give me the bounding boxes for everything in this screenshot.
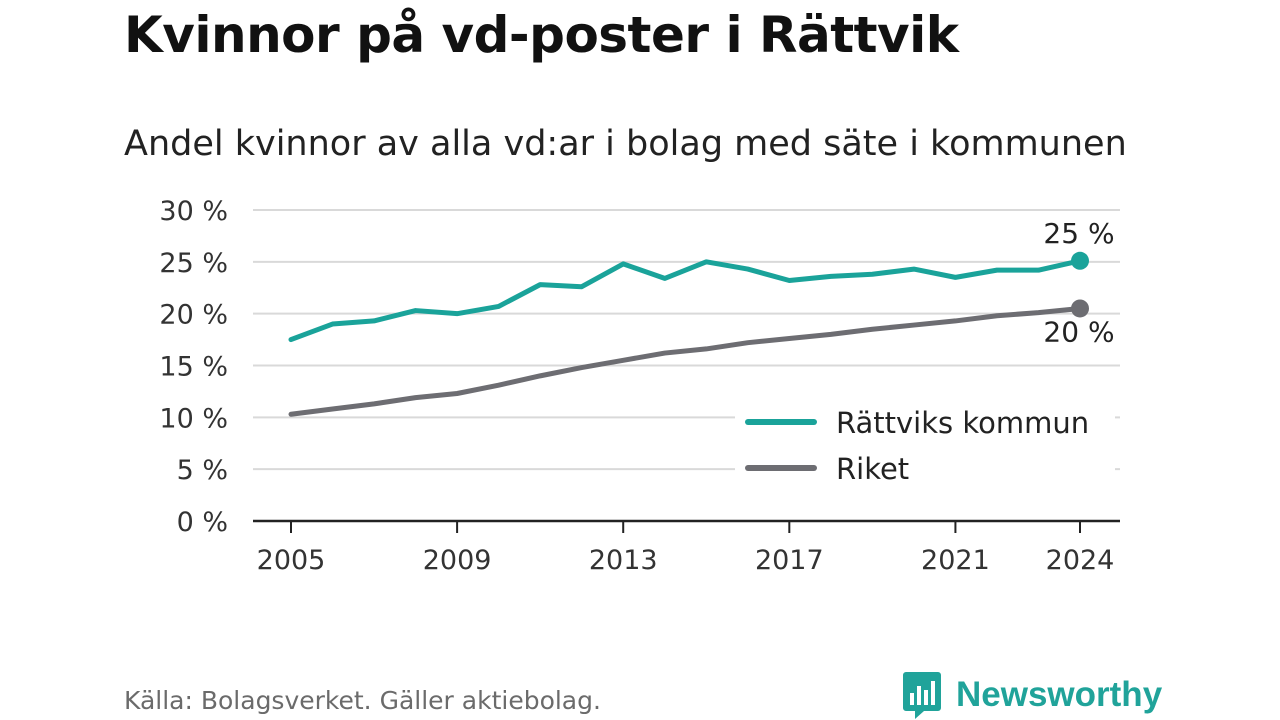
line-chart: 0 % 5 % 10 % 15 % 20 % 25 % 30 % 2005 2009 2013 20… xyxy=(159,196,1120,576)
x-tick-label: 2013 xyxy=(589,545,658,576)
y-tick-label: 20 % xyxy=(159,300,228,331)
y-tick-label: 25 % xyxy=(159,248,228,279)
series-end-marker xyxy=(1071,299,1089,318)
y-tick-label: 10 % xyxy=(159,403,228,434)
x-tick-label: 2005 xyxy=(257,545,326,576)
chart-subtitle: Andel kvinnor av alla vd:ar i bolag med … xyxy=(124,124,1127,164)
end-value-label: 25 % xyxy=(1043,217,1114,250)
chart-title: Kvinnor på vd-poster i Rättvik xyxy=(124,6,959,64)
bar-chart-logo-icon xyxy=(903,672,941,719)
x-tick-label: 2017 xyxy=(755,545,824,576)
y-tick-label: 5 % xyxy=(177,455,228,486)
brand-name: Newsworthy xyxy=(956,675,1163,714)
x-tick-label: 2021 xyxy=(921,545,990,576)
x-tick-label: 2009 xyxy=(423,545,492,576)
x-tick-label: 2024 xyxy=(1046,545,1115,576)
legend-background xyxy=(735,398,1115,490)
series-line xyxy=(288,258,1083,343)
y-tick-label: 0 % xyxy=(177,507,228,538)
series-end-marker xyxy=(1071,251,1089,270)
y-tick-label: 15 % xyxy=(159,352,228,383)
end-value-label: 20 % xyxy=(1043,315,1114,348)
legend-label: Riket xyxy=(836,452,909,486)
y-tick-label: 30 % xyxy=(159,196,228,227)
legend-label: Rättviks kommun xyxy=(836,406,1089,440)
series-line xyxy=(288,305,1083,417)
brand-logo: Newsworthy xyxy=(902,670,1162,720)
source-note: Källa: Bolagsverket. Gäller aktiebolag. xyxy=(124,686,601,715)
